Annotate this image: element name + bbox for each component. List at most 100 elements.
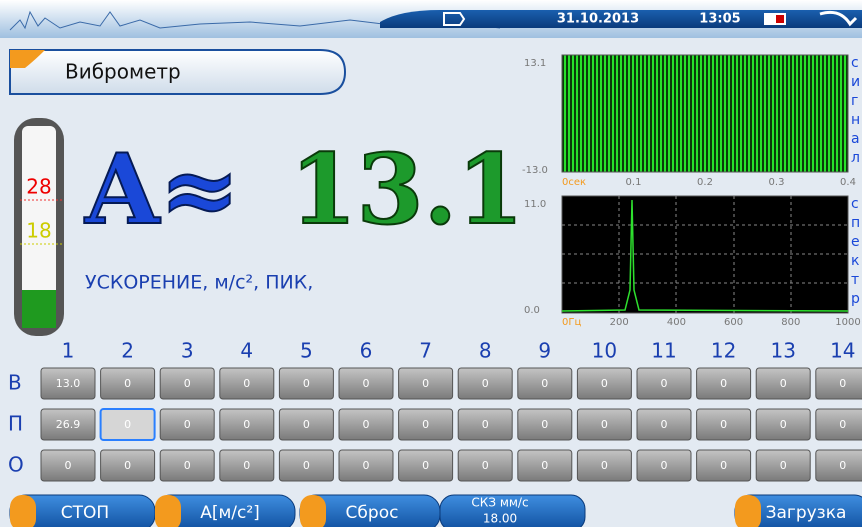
cell[interactable] <box>457 449 513 482</box>
cell[interactable] <box>517 408 573 441</box>
title-accent <box>10 50 45 68</box>
column-header: 7 <box>419 339 432 363</box>
cell[interactable] <box>40 367 96 400</box>
cell[interactable] <box>696 449 752 482</box>
cell[interactable] <box>398 367 454 400</box>
cell[interactable] <box>159 449 215 482</box>
cell[interactable] <box>100 449 156 482</box>
cell[interactable] <box>398 408 454 441</box>
row-label: П <box>8 412 23 436</box>
button-label: A[м/с²] <box>200 503 260 523</box>
cell-value: 0 <box>541 377 548 390</box>
cell-value: 0 <box>184 418 191 431</box>
cell[interactable] <box>398 449 454 482</box>
column-header: 8 <box>479 339 492 363</box>
cell[interactable] <box>576 408 632 441</box>
button-label: СКЗ мм/с <box>471 496 528 510</box>
reading-value: 13.1 <box>290 133 524 246</box>
cell[interactable] <box>40 449 96 482</box>
cell-value: 0 <box>363 377 370 390</box>
cell[interactable] <box>99 408 156 441</box>
cell-value: 0 <box>780 418 787 431</box>
column-header: 14 <box>830 339 855 363</box>
cell-value: 0 <box>661 377 668 390</box>
cell[interactable] <box>636 449 692 482</box>
column-header: 4 <box>240 339 253 363</box>
cell[interactable] <box>278 449 334 482</box>
cell-value: 0 <box>482 418 489 431</box>
cell-value: 0 <box>482 459 489 472</box>
row-label: В <box>8 371 22 395</box>
button-accent <box>300 495 326 527</box>
cell-value: 0 <box>541 418 548 431</box>
cell[interactable] <box>755 408 811 441</box>
column-header: 12 <box>711 339 736 363</box>
cell[interactable] <box>755 367 811 400</box>
cell[interactable] <box>636 408 692 441</box>
cell-value: 0 <box>720 459 727 472</box>
cell[interactable] <box>457 408 513 441</box>
cell[interactable] <box>278 367 334 400</box>
cell[interactable] <box>338 367 394 400</box>
button-label: Сброс <box>346 503 399 523</box>
cell-value: 0 <box>661 418 668 431</box>
cell[interactable] <box>278 408 334 441</box>
time: 13:05 <box>699 12 740 27</box>
cell[interactable] <box>636 367 692 400</box>
back-icon[interactable] <box>819 10 858 27</box>
cell-value: 0 <box>601 459 608 472</box>
cell-value: 0 <box>124 377 131 390</box>
cell[interactable] <box>159 408 215 441</box>
cell[interactable] <box>219 367 275 400</box>
cell[interactable] <box>755 449 811 482</box>
cell[interactable] <box>517 449 573 482</box>
spectrum-plot <box>561 195 849 314</box>
cell-value: 0 <box>243 377 250 390</box>
cell-value: 0 <box>541 459 548 472</box>
button-label: Загрузка <box>766 503 847 523</box>
cell[interactable] <box>457 367 513 400</box>
signal-plot <box>561 54 849 173</box>
spectrum-x-label: 200 <box>610 317 629 328</box>
cell[interactable] <box>576 449 632 482</box>
cell[interactable] <box>696 408 752 441</box>
signal-x-label: 0.1 <box>626 177 642 188</box>
cell[interactable] <box>696 367 752 400</box>
cell-value: 0 <box>422 459 429 472</box>
cell-value: 0 <box>482 377 489 390</box>
reading-symbol: A≈ <box>84 133 240 246</box>
button[interactable] <box>439 494 586 527</box>
cell[interactable] <box>576 367 632 400</box>
cell[interactable] <box>338 449 394 482</box>
spectrum-x-label: 400 <box>667 317 686 328</box>
cell[interactable] <box>219 408 275 441</box>
cell-value: 0 <box>303 418 310 431</box>
cell[interactable] <box>815 367 862 400</box>
cell[interactable] <box>338 408 394 441</box>
column-header: 6 <box>360 339 373 363</box>
gauge-tube <box>22 126 56 328</box>
usb-icon <box>443 12 466 26</box>
spectrum-x-label: 0Гц <box>562 317 581 328</box>
gauge-fill <box>22 290 56 328</box>
title: Виброметр <box>65 60 181 84</box>
cell[interactable] <box>815 449 862 482</box>
cell[interactable] <box>219 449 275 482</box>
signal-x-label: 0.3 <box>769 177 785 188</box>
cell[interactable] <box>815 408 862 441</box>
cell-value: 0 <box>720 377 727 390</box>
button-accent <box>155 495 181 527</box>
cell[interactable] <box>517 367 573 400</box>
cell-value: 0 <box>422 377 429 390</box>
signal-x-label: 0.2 <box>697 177 713 188</box>
cell[interactable] <box>159 367 215 400</box>
button-value: 18.00 <box>483 512 517 526</box>
cell[interactable] <box>40 408 96 441</box>
column-header: 10 <box>592 339 617 363</box>
cell-value: 0 <box>780 459 787 472</box>
column-header: 11 <box>651 339 676 363</box>
cell[interactable] <box>100 367 156 400</box>
cell-value: 0 <box>184 459 191 472</box>
